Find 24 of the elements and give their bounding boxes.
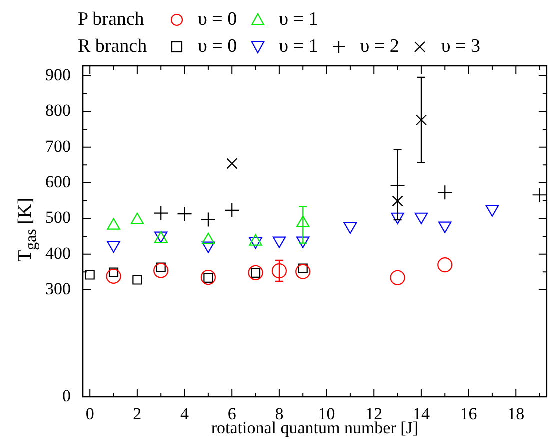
y-tick-label: 600 bbox=[46, 172, 71, 192]
x-tick-label: 18 bbox=[508, 404, 525, 424]
y-tick-label: 0 bbox=[62, 386, 71, 406]
legend-label: υ = 0 bbox=[198, 8, 238, 32]
x-tick-label: 6 bbox=[228, 404, 236, 424]
x-tick-label: 8 bbox=[275, 404, 284, 424]
x-tick-label: 4 bbox=[180, 404, 190, 424]
text: R branch bbox=[78, 35, 148, 59]
y-tick-label: 800 bbox=[46, 101, 71, 120]
legend-label: υ = 3 bbox=[441, 35, 480, 59]
y-tick-label: 300 bbox=[46, 279, 71, 298]
legend-label: υ = 1 bbox=[279, 35, 318, 59]
x-tick-label: 16 bbox=[460, 404, 478, 424]
x-tick-label: 0 bbox=[86, 404, 94, 424]
legend-label: υ = 1 bbox=[279, 8, 318, 32]
legend-label: υ = 2 bbox=[360, 35, 400, 59]
text: P branch bbox=[78, 8, 146, 32]
legend-label: υ = 0 bbox=[198, 35, 238, 59]
y-tick-label: 500 bbox=[46, 208, 71, 228]
y-tick-label: 700 bbox=[46, 136, 71, 156]
y-tick-label: 400 bbox=[46, 244, 71, 263]
x-tick-label: 10 bbox=[318, 404, 336, 424]
y-tick-label: 900 bbox=[46, 65, 71, 84]
x-tick-label: 2 bbox=[133, 404, 142, 424]
